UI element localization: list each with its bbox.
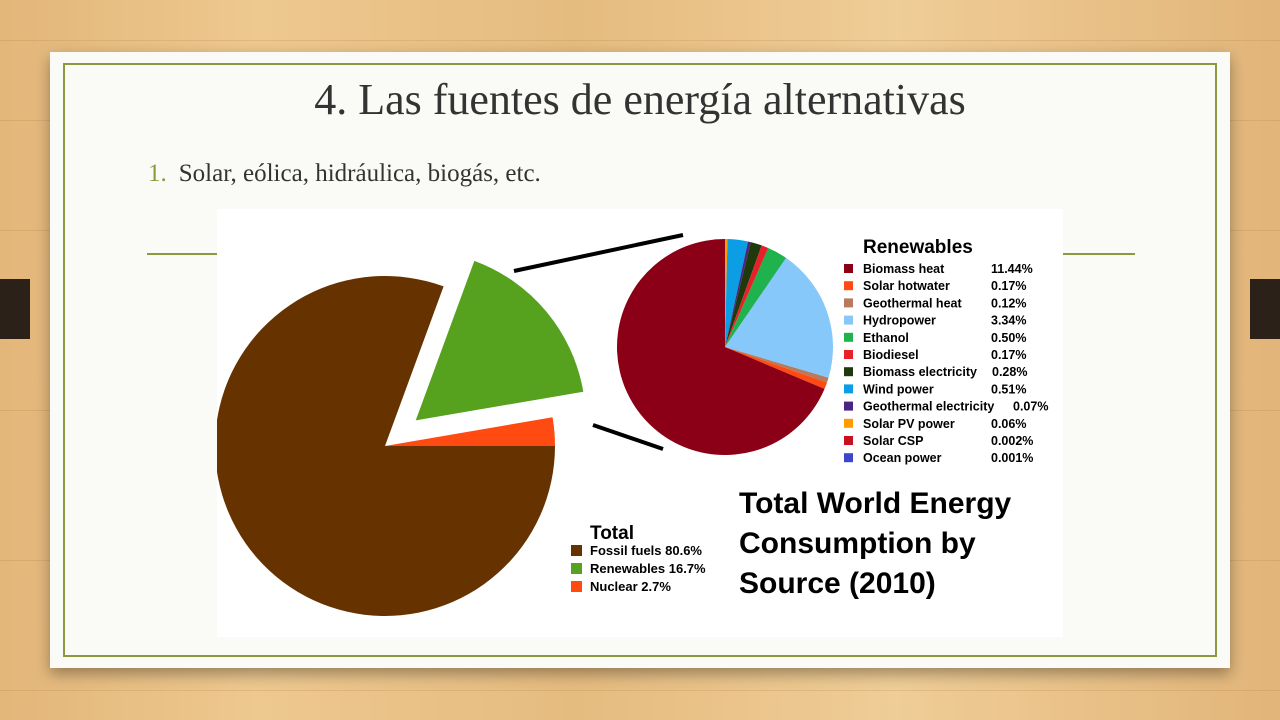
renewables-legend-label-biomass-heat: Biomass heat bbox=[863, 262, 945, 276]
chart-title-line-1: Total World Energy bbox=[739, 487, 1012, 520]
total-legend: Total Fossil fuels 80.6% Renewables 16.7%… bbox=[571, 523, 706, 594]
renewables-legend-swatch-ocean-power bbox=[844, 453, 853, 463]
title-rule-left bbox=[147, 253, 221, 255]
renewables-legend-label-biomass-electricity: Biomass electricity bbox=[863, 365, 977, 379]
renewables-pie-slice-biomass-electricity bbox=[725, 242, 762, 347]
total-legend-label-nuclear: Nuclear 2.7% bbox=[590, 579, 671, 594]
total-legend-swatch-nuclear bbox=[571, 581, 582, 592]
chart-title-line-3: Source (2010) bbox=[739, 567, 936, 600]
renewables-pie-slice-geothermal-electricity bbox=[725, 241, 751, 347]
total-legend-title: Total bbox=[590, 523, 634, 544]
total-legend-label-renewables: Renewables 16.7% bbox=[590, 561, 706, 576]
chart-title-line-2: Consumption by bbox=[739, 527, 976, 560]
renewables-legend-value-geothermal-heat: 0.12% bbox=[991, 296, 1026, 310]
renewables-legend-label-wind-power: Wind power bbox=[863, 382, 934, 396]
renewables-legend-value-biomass-electricity: 0.28% bbox=[992, 365, 1027, 379]
total-pie-slice-renewables bbox=[415, 260, 584, 421]
renewables-legend-label-solar-pv-power: Solar PV power bbox=[863, 417, 955, 431]
renewables-legend-swatch-geothermal-electricity bbox=[844, 401, 853, 411]
slide: 4. Las fuentes de energía alternativas 1… bbox=[50, 52, 1230, 668]
renewables-legend-value-ocean-power: 0.001% bbox=[991, 451, 1033, 465]
renewables-pie-slice-geothermal-heat bbox=[725, 347, 829, 383]
renewables-pie-slice-solar-pv-power bbox=[725, 239, 728, 347]
chart-svg: Renewables Biomass heat 11.44% Solar hotwa… bbox=[215, 233, 1048, 617]
renewables-legend-title: Renewables bbox=[863, 237, 973, 258]
total-legend-label-fossil-fuels: Fossil fuels 80.6% bbox=[590, 543, 702, 558]
title-rule-right bbox=[1060, 253, 1135, 255]
renewables-legend-swatch-wind-power bbox=[844, 384, 853, 394]
left-bracket bbox=[0, 279, 30, 339]
total-pie-slice-nuclear bbox=[385, 417, 555, 446]
renewables-legend-label-ocean-power: Ocean power bbox=[863, 451, 942, 465]
renewables-legend-label-solar-csp: Solar CSP bbox=[863, 434, 923, 448]
renewables-pie-slice-biomass-heat bbox=[616, 238, 825, 455]
total-legend-swatch-fossil-fuels bbox=[571, 545, 582, 556]
renewables-legend-value-solar-csp: 0.002% bbox=[991, 434, 1033, 448]
renewables-legend-value-solar-pv-power: 0.06% bbox=[991, 417, 1026, 431]
chart-image: Renewables Biomass heat 11.44% Solar hotwa… bbox=[215, 209, 1063, 637]
renewables-legend-swatch-biodiesel bbox=[844, 350, 853, 359]
renewables-pie bbox=[616, 238, 833, 455]
renewables-legend-label-hydropower: Hydropower bbox=[863, 314, 936, 328]
renewables-legend-label-ethanol: Ethanol bbox=[863, 331, 909, 345]
renewables-legend-label-biodiesel: Biodiesel bbox=[863, 348, 919, 362]
connector-line-top bbox=[513, 233, 684, 273]
renewables-legend-value-geothermal-electricity: 0.07% bbox=[1013, 400, 1048, 414]
renewables-pie-slice-biodiesel bbox=[725, 245, 769, 347]
total-pie-slice-fossil-fuels bbox=[215, 276, 555, 617]
renewables-legend: Renewables Biomass heat 11.44% Solar hotwa… bbox=[844, 237, 1048, 465]
renewables-legend-swatch-biomass-heat bbox=[844, 264, 853, 273]
bullet-item: 1. Solar, eólica, hidráulica, biogás, etc… bbox=[148, 160, 541, 188]
renewables-legend-swatch-solar-csp bbox=[844, 436, 853, 445]
connector-line-bottom bbox=[592, 423, 664, 451]
slide-title: 4. Las fuentes de energía alternativas bbox=[314, 75, 966, 124]
bullet-number: 1. bbox=[148, 160, 167, 187]
connector-lines bbox=[513, 233, 684, 451]
renewables-legend-value-hydropower: 3.34% bbox=[991, 314, 1026, 328]
total-pie bbox=[215, 260, 584, 617]
renewables-legend-swatch-ethanol bbox=[844, 332, 853, 342]
renewables-legend-label-geothermal-heat: Geothermal heat bbox=[863, 296, 962, 310]
total-legend-swatch-renewables bbox=[571, 563, 582, 574]
renewables-pie-slice-hydropower bbox=[725, 257, 833, 378]
renewables-legend-swatch-hydropower bbox=[844, 315, 853, 325]
slide-frame bbox=[63, 63, 1217, 657]
chart-title: Total World Energy Consumption by Source… bbox=[739, 487, 1012, 600]
renewables-legend-value-biomass-heat: 11.44% bbox=[991, 262, 1033, 276]
renewables-legend-swatch-solar-hotwater bbox=[844, 281, 853, 291]
renewables-legend-swatch-solar-pv-power bbox=[844, 418, 853, 428]
bullet-text: Solar, eólica, hidráulica, biogás, etc. bbox=[178, 160, 541, 187]
renewables-legend-swatch-geothermal-heat bbox=[844, 298, 853, 308]
renewables-legend-value-biodiesel: 0.17% bbox=[991, 348, 1026, 362]
right-bracket bbox=[1250, 279, 1280, 339]
renewables-legend-label-solar-hotwater: Solar hotwater bbox=[863, 279, 950, 293]
renewables-legend-value-ethanol: 0.50% bbox=[991, 331, 1026, 345]
renewables-pie-slice-wind-power bbox=[725, 239, 749, 347]
renewables-legend-swatch-biomass-electricity bbox=[844, 367, 853, 377]
renewables-pie-slice-solar-hotwater bbox=[725, 347, 828, 389]
renewables-legend-value-wind-power: 0.51% bbox=[991, 382, 1026, 396]
renewables-legend-label-geothermal-electricity: Geothermal electricity bbox=[863, 400, 994, 414]
renewables-pie-slice-ethanol bbox=[725, 248, 787, 347]
renewables-legend-value-solar-hotwater: 0.17% bbox=[991, 279, 1026, 293]
